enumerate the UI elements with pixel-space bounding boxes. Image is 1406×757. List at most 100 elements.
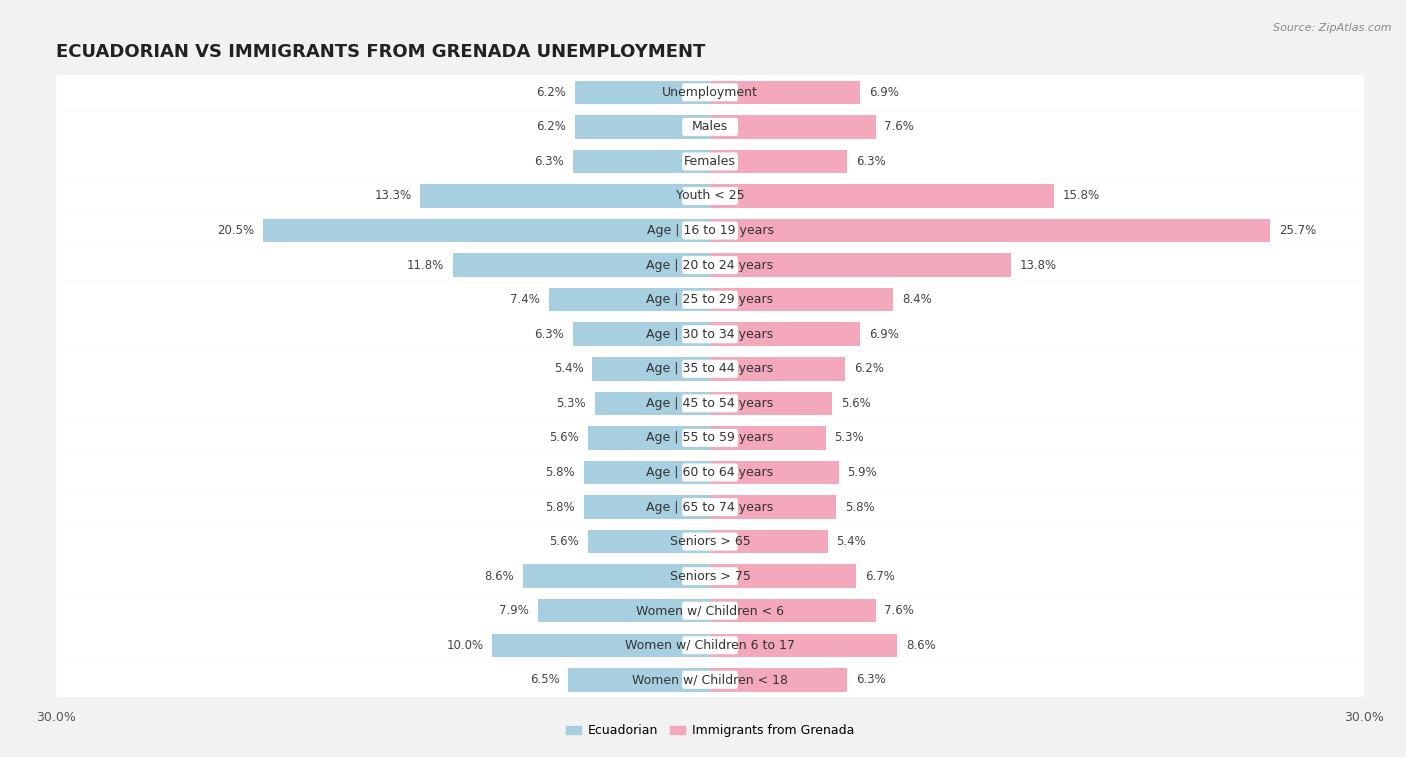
FancyBboxPatch shape	[56, 282, 1364, 317]
Text: ECUADORIAN VS IMMIGRANTS FROM GRENADA UNEMPLOYMENT: ECUADORIAN VS IMMIGRANTS FROM GRENADA UN…	[56, 43, 706, 61]
Text: 5.6%: 5.6%	[841, 397, 870, 410]
Text: 6.7%: 6.7%	[865, 570, 894, 583]
Bar	[710, 495, 837, 519]
FancyBboxPatch shape	[56, 455, 1364, 490]
Bar	[592, 357, 710, 381]
FancyBboxPatch shape	[682, 567, 738, 585]
Text: Source: ZipAtlas.com: Source: ZipAtlas.com	[1274, 23, 1392, 33]
FancyBboxPatch shape	[682, 533, 738, 550]
Bar	[710, 184, 1054, 207]
Text: 6.2%: 6.2%	[853, 363, 884, 375]
Text: Age | 16 to 19 years: Age | 16 to 19 years	[647, 224, 773, 237]
FancyBboxPatch shape	[56, 351, 1364, 386]
Bar	[538, 599, 710, 622]
Text: 6.2%: 6.2%	[536, 86, 567, 99]
FancyBboxPatch shape	[682, 498, 738, 516]
Text: Males: Males	[692, 120, 728, 133]
Text: 5.6%: 5.6%	[550, 535, 579, 548]
Text: Age | 35 to 44 years: Age | 35 to 44 years	[647, 363, 773, 375]
Text: 6.3%: 6.3%	[534, 155, 564, 168]
FancyBboxPatch shape	[56, 386, 1364, 421]
Text: 8.4%: 8.4%	[901, 293, 932, 306]
FancyBboxPatch shape	[682, 602, 738, 620]
Bar	[588, 530, 710, 553]
Bar	[710, 322, 860, 346]
Text: 6.3%: 6.3%	[534, 328, 564, 341]
FancyBboxPatch shape	[682, 360, 738, 378]
FancyBboxPatch shape	[56, 593, 1364, 628]
Text: 5.6%: 5.6%	[550, 431, 579, 444]
Bar	[710, 634, 897, 657]
Text: 6.3%: 6.3%	[856, 673, 886, 687]
FancyBboxPatch shape	[56, 110, 1364, 144]
Text: Age | 25 to 29 years: Age | 25 to 29 years	[647, 293, 773, 306]
Text: 13.3%: 13.3%	[374, 189, 412, 202]
Legend: Ecuadorian, Immigrants from Grenada: Ecuadorian, Immigrants from Grenada	[561, 719, 859, 743]
Text: 7.4%: 7.4%	[510, 293, 540, 306]
FancyBboxPatch shape	[56, 317, 1364, 351]
Bar	[420, 184, 710, 207]
Bar	[710, 150, 848, 173]
FancyBboxPatch shape	[56, 490, 1364, 525]
Text: 5.4%: 5.4%	[837, 535, 866, 548]
Text: 6.9%: 6.9%	[869, 328, 898, 341]
FancyBboxPatch shape	[56, 248, 1364, 282]
Text: 7.6%: 7.6%	[884, 604, 914, 617]
Bar	[710, 254, 1011, 277]
Text: 6.3%: 6.3%	[856, 155, 886, 168]
FancyBboxPatch shape	[682, 83, 738, 101]
Text: Age | 65 to 74 years: Age | 65 to 74 years	[647, 500, 773, 513]
FancyBboxPatch shape	[682, 222, 738, 239]
Text: 15.8%: 15.8%	[1063, 189, 1101, 202]
Bar	[583, 461, 710, 484]
Text: 5.8%: 5.8%	[546, 466, 575, 479]
Text: 5.3%: 5.3%	[557, 397, 586, 410]
Text: Youth < 25: Youth < 25	[676, 189, 744, 202]
Text: 20.5%: 20.5%	[218, 224, 254, 237]
Bar	[263, 219, 710, 242]
Text: 25.7%: 25.7%	[1279, 224, 1316, 237]
FancyBboxPatch shape	[682, 187, 738, 205]
Text: 7.9%: 7.9%	[499, 604, 529, 617]
Bar	[710, 530, 828, 553]
Text: Age | 30 to 34 years: Age | 30 to 34 years	[647, 328, 773, 341]
Text: 5.8%: 5.8%	[546, 500, 575, 513]
FancyBboxPatch shape	[56, 421, 1364, 455]
Text: 6.2%: 6.2%	[536, 120, 567, 133]
Text: 10.0%: 10.0%	[446, 639, 484, 652]
Text: Seniors > 75: Seniors > 75	[669, 570, 751, 583]
Text: Women w/ Children < 6: Women w/ Children < 6	[636, 604, 785, 617]
Text: 11.8%: 11.8%	[406, 259, 444, 272]
Bar	[595, 391, 710, 415]
Bar	[583, 495, 710, 519]
Bar	[710, 599, 876, 622]
Bar	[710, 357, 845, 381]
Text: Seniors > 65: Seniors > 65	[669, 535, 751, 548]
Text: 5.8%: 5.8%	[845, 500, 875, 513]
FancyBboxPatch shape	[56, 75, 1364, 110]
FancyBboxPatch shape	[682, 256, 738, 274]
FancyBboxPatch shape	[56, 179, 1364, 213]
Bar	[710, 461, 838, 484]
FancyBboxPatch shape	[56, 662, 1364, 697]
Text: Age | 45 to 54 years: Age | 45 to 54 years	[647, 397, 773, 410]
Text: Females: Females	[685, 155, 735, 168]
Text: 7.6%: 7.6%	[884, 120, 914, 133]
FancyBboxPatch shape	[56, 213, 1364, 248]
Text: 8.6%: 8.6%	[905, 639, 936, 652]
Text: 6.9%: 6.9%	[869, 86, 898, 99]
FancyBboxPatch shape	[682, 326, 738, 343]
FancyBboxPatch shape	[682, 118, 738, 136]
Text: Women w/ Children 6 to 17: Women w/ Children 6 to 17	[626, 639, 794, 652]
Bar	[568, 668, 710, 692]
Text: Unemployment: Unemployment	[662, 86, 758, 99]
Text: 5.4%: 5.4%	[554, 363, 583, 375]
Bar	[453, 254, 710, 277]
Bar	[710, 391, 832, 415]
FancyBboxPatch shape	[682, 291, 738, 309]
Bar	[575, 80, 710, 104]
Bar	[523, 565, 710, 588]
Bar	[588, 426, 710, 450]
Text: 5.3%: 5.3%	[834, 431, 863, 444]
FancyBboxPatch shape	[682, 671, 738, 689]
